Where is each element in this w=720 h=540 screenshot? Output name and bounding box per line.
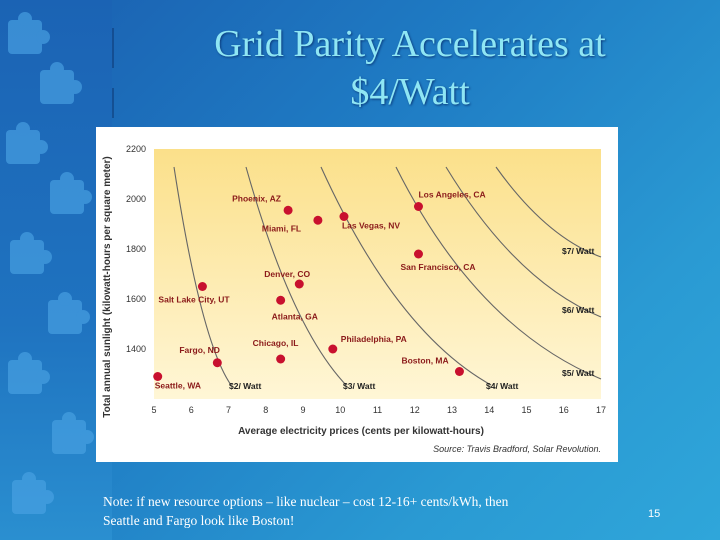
- city-point: [413, 202, 423, 211]
- city-point: [328, 344, 338, 354]
- y-axis-label: Total annual sunlight (kilowatt-hours pe…: [102, 156, 113, 418]
- x-tick-label: 16: [559, 405, 569, 415]
- x-tick-label: 10: [335, 405, 345, 415]
- parity-curve-label: $4/ Watt: [486, 381, 518, 391]
- chart-svg: $2/ Watt $3/ Watt $4/ Watt $5/ Watt $6/ Watt…: [102, 144, 606, 454]
- city-label: San Francisco, CA: [400, 262, 475, 272]
- y-tick-label: 1400: [126, 344, 146, 354]
- city-point: [339, 212, 349, 221]
- source-note: Source: Travis Bradford, Solar Revolutio…: [433, 444, 601, 454]
- x-tick-label: 6: [189, 405, 194, 415]
- decorative-line: [112, 28, 114, 68]
- parity-curve-line: [173, 166, 232, 386]
- decorative-puzzle-strip: [0, 0, 112, 540]
- chart-frame: $2/ Watt $3/ Watt $4/ Watt $5/ Watt $6/ Watt…: [96, 127, 618, 462]
- title-line-1: Grid Parity Accelerates at: [214, 23, 606, 65]
- x-tick-label: 11: [373, 405, 382, 415]
- city-points: Phoenix, AZ Miami, FL Las Vegas, NV Los Ang…: [153, 190, 486, 391]
- puzzle-piece-icon: [10, 232, 52, 274]
- city-point: [212, 358, 222, 368]
- city-point: [313, 215, 323, 225]
- y-tick-label: 2000: [126, 194, 146, 204]
- x-axis-label: Average electricity prices (cents per ki…: [238, 426, 484, 437]
- plot-area: [154, 149, 601, 399]
- slide-note: Note: if new resource options – like nuc…: [103, 492, 623, 530]
- puzzle-piece-icon: [8, 12, 50, 54]
- puzzle-piece-icon: [48, 292, 90, 334]
- city-label: Salt Lake City, UT: [158, 295, 230, 305]
- city-label: Seattle, WA: [155, 381, 201, 391]
- parity-curves: $2/ Watt $3/ Watt $4/ Watt $5/ Watt $6/ Watt…: [173, 166, 602, 391]
- x-tick-label: 17: [596, 405, 606, 415]
- parity-curve-line: [320, 166, 492, 386]
- city-label: Miami, FL: [262, 223, 301, 233]
- city-point: [283, 205, 293, 215]
- y-tick-label: 1600: [126, 294, 146, 304]
- x-tick-label: 8: [263, 405, 268, 415]
- city-label: Fargo, ND: [179, 345, 220, 355]
- puzzle-piece-icon: [12, 472, 54, 514]
- city-label: Atlanta, GA: [272, 311, 318, 321]
- x-tick-label: 14: [484, 405, 494, 415]
- city-point: [153, 372, 163, 381]
- x-tick-label: 15: [521, 405, 531, 415]
- city-label: Las Vegas, NV: [342, 221, 400, 231]
- page-number: 15: [648, 508, 661, 520]
- x-tick-label: 7: [226, 405, 231, 415]
- parity-curve-label: $6/ Watt: [562, 305, 594, 315]
- city-point: [413, 249, 423, 259]
- slide-title: Grid Parity Accelerates at $4/Watt: [140, 20, 680, 116]
- parity-curve-label: $5/ Watt: [562, 368, 594, 378]
- x-tick-label: 9: [300, 405, 305, 415]
- parity-curve-label: $7/ Watt: [562, 246, 594, 256]
- x-tick-label: 12: [410, 405, 420, 415]
- city-point: [197, 282, 207, 291]
- puzzle-piece-icon: [40, 62, 82, 104]
- note-line-2: Seattle and Fargo look like Boston!: [103, 513, 295, 528]
- city-label: Boston, MA: [401, 356, 448, 366]
- puzzle-piece-icon: [52, 412, 94, 454]
- city-point: [276, 354, 286, 364]
- title-line-2: $4/Watt: [350, 71, 470, 113]
- city-point: [294, 279, 304, 289]
- x-tick-label: 5: [151, 405, 156, 415]
- decorative-line: [112, 88, 114, 118]
- y-tick-labels: 1400 1600 1800 2000 2200: [126, 144, 146, 354]
- y-tick-label: 1800: [126, 244, 146, 254]
- x-tick-labels: 5 6 7 8 9 10 11 12 13 14 15 16 17: [151, 405, 606, 415]
- city-label: Chicago, IL: [253, 338, 299, 348]
- y-tick-label: 2200: [126, 144, 146, 154]
- x-tick-label: 13: [447, 405, 457, 415]
- city-label: Philadelphia, PA: [341, 334, 407, 344]
- parity-curve-label: $3/ Watt: [343, 381, 375, 391]
- parity-curve-label: $2/ Watt: [229, 381, 261, 391]
- city-label: Denver, CO: [264, 269, 310, 279]
- puzzle-piece-icon: [6, 122, 48, 164]
- city-point: [454, 367, 464, 376]
- parity-curve-line: [445, 166, 602, 318]
- parity-curve-line: [495, 166, 602, 258]
- note-line-1: Note: if new resource options – like nuc…: [103, 494, 509, 509]
- puzzle-piece-icon: [8, 352, 50, 394]
- parity-curve-line: [245, 166, 347, 386]
- city-label: Phoenix, AZ: [232, 193, 281, 203]
- city-point: [276, 295, 286, 305]
- city-label: Los Angeles, CA: [418, 190, 485, 200]
- puzzle-piece-icon: [50, 172, 92, 214]
